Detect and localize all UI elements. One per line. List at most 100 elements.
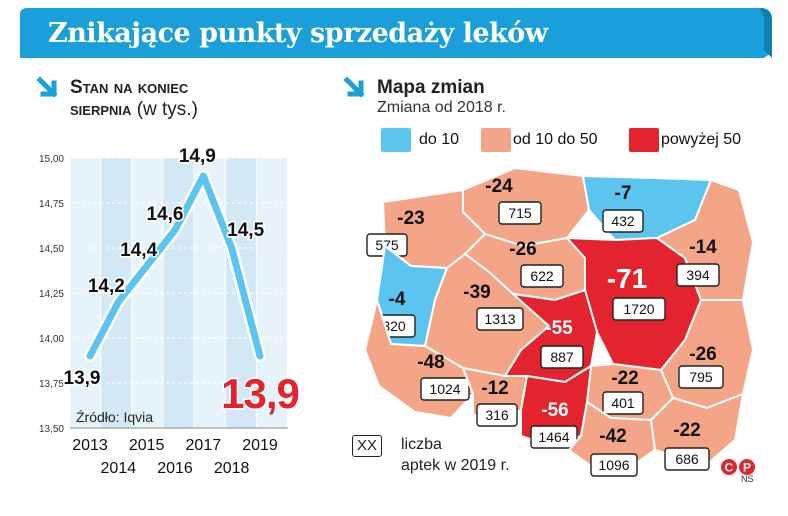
x-tick-label: 2017 (186, 437, 222, 454)
region-change-label: -26 (689, 344, 716, 365)
region-count-label: 686 (675, 451, 699, 467)
region-change-label: -23 (397, 208, 424, 229)
x-tick-label: 2015 (129, 437, 165, 454)
region-dolnoslaskie: -48 1024 (364, 299, 474, 419)
region-change-label: -55 (545, 318, 573, 339)
legend-label-low: do 10 (419, 131, 460, 148)
region-count-label: 432 (611, 213, 635, 229)
legend-swatch-high (629, 128, 659, 152)
map-title: Mapa zmian (377, 77, 485, 98)
footnote-line2: aptek w 2019 r. (401, 457, 510, 474)
source-note: Źródło: Iqvia (76, 409, 153, 425)
region-count-box (602, 391, 644, 415)
region-count-label: 1024 (429, 381, 460, 397)
region-opolskie: -12 316 (462, 367, 528, 427)
legend-swatch-medium (481, 128, 511, 152)
region-count-box (602, 209, 644, 233)
region-count-box (676, 263, 720, 287)
region-count-box (540, 345, 584, 369)
region-warminsko-mazurskie: -7 432 (582, 175, 712, 241)
region-count-label: 575 (375, 237, 399, 253)
y-tick-label: 14,00 (39, 334, 64, 345)
data-label: 14,2 (88, 276, 125, 297)
region-change-label: -26 (509, 239, 536, 260)
region-count-box (498, 201, 542, 225)
region-count-label: 622 (530, 268, 554, 284)
region-change-label: -48 (417, 352, 444, 373)
region-lodzkie: -55 887 (504, 289, 598, 383)
region-count-box (530, 425, 578, 449)
region-count-label: 394 (686, 267, 710, 283)
region-count-box (476, 307, 524, 331)
title-banner-shape (20, 8, 772, 58)
chart-title: Stan na koniec sierpnia (w tys.) (70, 77, 198, 121)
region-podlaskie: -14 394 (656, 179, 754, 301)
y-tick-label: 14,50 (39, 244, 64, 255)
y-tick-label: 14,75 (39, 199, 64, 210)
region-count-label: 401 (611, 395, 635, 411)
region-change-label: -22 (611, 368, 638, 389)
region-mazowieckie: -71 1720 (566, 237, 702, 371)
voivodeship-map: -24 715 -7 432 -23 575 -26 622 -71 1720 -14 394 -4 32… (355, 150, 788, 511)
region-count-box (612, 297, 666, 321)
arrow-down-right-icon (36, 76, 58, 98)
data-label: 14,4 (120, 240, 157, 261)
credit-initials: NS (741, 474, 754, 484)
title-banner: Znikające punkty sprzedaży leków (20, 8, 772, 58)
y-tick-label: 13,50 (39, 424, 64, 435)
y-tick-label: 14,25 (39, 289, 64, 300)
series-line (86, 172, 264, 360)
y-tick-label: 15,00 (39, 154, 64, 165)
legend-label-medium: od 10 do 50 (513, 131, 598, 148)
region-change-label: -22 (673, 420, 700, 441)
svg-text:P: P (743, 461, 751, 475)
region-change-label: -12 (481, 378, 508, 399)
region-count-box (590, 453, 638, 477)
region-count-label: 1313 (484, 311, 515, 327)
region-count-label: 1096 (598, 457, 629, 473)
region-count-label: 1464 (538, 429, 569, 445)
region-count-label: 715 (508, 205, 532, 221)
map-svg: -24 715 -7 432 -23 575 -26 622 -71 1720 -14 394 -4 32… (364, 167, 754, 477)
x-tick-label: 2018 (214, 460, 250, 477)
legend-label-high: powyżej 50 (661, 131, 742, 148)
page-title: Znikające punkty sprzedaży leków (48, 18, 548, 49)
arrow-down-right-icon (343, 76, 365, 98)
region-change-label: -7 (615, 183, 632, 204)
region-change-label: -4 (389, 289, 406, 310)
region-change-label: -39 (463, 282, 490, 303)
highlight-data-label: 13,9 (221, 370, 299, 417)
line-chart-svg: 15,00 14,75 14,50 14,25 14,00 13,75 13,50 13,9 1… (39, 145, 301, 478)
region-count-box (664, 447, 710, 471)
region-count-label: 887 (550, 349, 574, 365)
region-count-label: 316 (485, 407, 509, 423)
data-label: 14,9 (179, 146, 216, 167)
footnote-line1: liczba (401, 436, 442, 453)
legend-swatch-low (381, 128, 411, 152)
region-malopolskie: -42 1096 (568, 401, 656, 477)
region-change-label: -56 (541, 400, 568, 421)
region-change-label: -24 (485, 176, 513, 197)
x-tick-label: 2019 (242, 437, 278, 454)
region-count-box (678, 365, 724, 389)
y-tick-label: 13,75 (39, 379, 64, 390)
region-count-label: 1720 (623, 301, 654, 317)
line-chart: 15,00 14,75 14,50 14,25 14,00 13,75 13,50 13,9 1… (0, 140, 320, 511)
copyright-logo: C P (721, 459, 755, 475)
chart-subtitle: (w tys.) (136, 99, 198, 120)
region-count-label: 795 (689, 369, 713, 385)
region-change-label: -42 (599, 426, 626, 447)
x-tick-label: 2013 (72, 437, 108, 454)
chart-title-line2: sierpnia (70, 99, 132, 120)
data-label: 13,9 (64, 368, 101, 389)
region-count-box (520, 264, 564, 288)
x-tick-label: 2016 (157, 460, 193, 477)
x-tick-label: 2014 (101, 460, 137, 477)
svg-text:C: C (725, 461, 734, 475)
data-label: 14,6 (147, 204, 184, 225)
region-podkarpackie: -22 686 (650, 393, 744, 471)
data-label: 14,5 (227, 220, 264, 241)
region-change-label: -71 (607, 263, 647, 294)
region-change-label: -14 (689, 237, 717, 258)
